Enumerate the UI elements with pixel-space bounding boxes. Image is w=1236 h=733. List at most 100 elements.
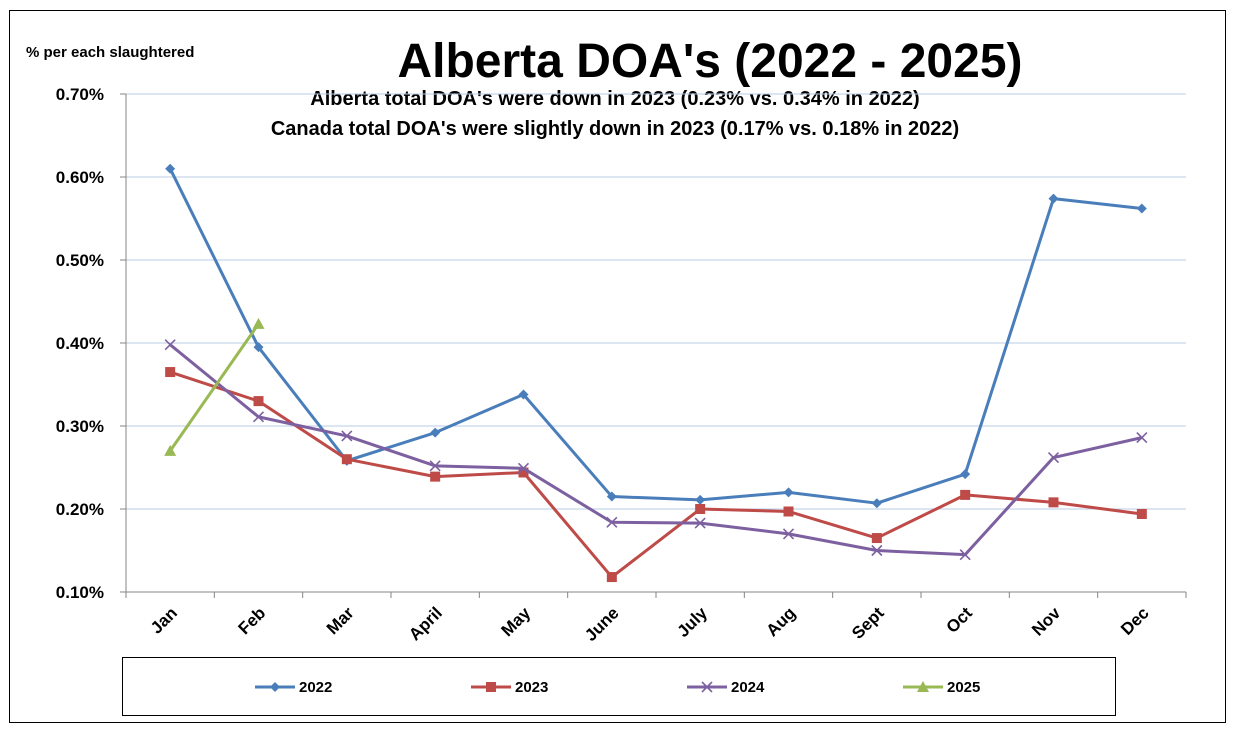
data-point-2022-nov: [1048, 193, 1059, 204]
axes: 0.10% 0.20% 0.30% 0.40% 0.50% 0.60% 0.70% Jan Fe…: [56, 85, 1187, 645]
data-point-2023-may: [518, 467, 529, 478]
data-point-2023-jan: [165, 367, 176, 378]
series-2022: [165, 163, 1147, 509]
data-point-2024-feb-stroke-b: [252, 411, 265, 423]
data-point-2022-aug: [783, 487, 794, 498]
data-point-2024-jan: [164, 339, 176, 351]
data-point-2025-feb: [252, 317, 265, 329]
data-point-2023-sept: [871, 533, 882, 544]
data-point-2024-nov-stroke-b: [1047, 451, 1060, 464]
data-point-2023-april: [430, 471, 441, 482]
data-point-2023-june: [606, 572, 617, 583]
x-tick-label-jan: Jan: [147, 603, 181, 637]
data-point-2022-feb: [253, 342, 264, 353]
data-point-2024-april-stroke-b: [429, 460, 441, 472]
legend-item-2024: 2024: [687, 675, 764, 699]
data-point-2024-oct: [959, 549, 971, 561]
x-tick-label-nov: Nov: [1028, 603, 1065, 640]
x-tick-label-april: April: [405, 603, 446, 644]
series-line-2023: [169, 370, 1143, 579]
chart-subtitle-line-2: Canada total DOA's were slightly down in…: [270, 118, 960, 140]
data-point-2024-oct-stroke-b: [959, 549, 971, 561]
data-point-2024-aug-stroke-b: [782, 528, 795, 540]
data-point-2024-may: [517, 462, 530, 474]
data-point-2023-mar: [341, 454, 352, 465]
y-axis-label: % per each slaughtered: [26, 44, 195, 61]
legend-swatch-2024: [687, 681, 727, 693]
legend-label-2024: 2024: [731, 678, 765, 696]
data-point-2025-jan: [164, 444, 177, 456]
y-tick-label-0: 0.10%: [56, 583, 104, 602]
data-point-2024-nov: [1047, 451, 1060, 464]
legend-item-2023: 2023: [471, 675, 548, 699]
data-point-2022-july: [695, 494, 706, 505]
x-tick-label-july: July: [673, 603, 711, 641]
legend-swatch-marker-2022: [270, 682, 280, 692]
data-point-2024-mar: [341, 430, 353, 442]
data-point-2024-april: [429, 460, 441, 472]
data-point-2023-dec: [1136, 508, 1147, 519]
data-point-2022-april: [430, 427, 441, 438]
data-point-2022-dec: [1136, 203, 1147, 214]
legend-label-2025: 2025: [947, 678, 981, 696]
series-lines: [164, 163, 1148, 583]
y-tick-label-6: 0.70%: [56, 85, 104, 104]
series-line-2022: [168, 168, 1143, 505]
x-tick-label-dec: Dec: [1117, 603, 1152, 638]
x-tick-label-mar: Mar: [323, 603, 358, 638]
data-point-2022-oct: [960, 469, 971, 480]
data-point-2023-aug: [783, 506, 794, 517]
data-point-2022-june: [606, 491, 617, 502]
gridlines: [126, 93, 1186, 510]
y-tick-label-2: 0.30%: [56, 417, 104, 436]
data-point-2024-dec: [1136, 432, 1148, 444]
series-line-2024: [169, 343, 1143, 557]
data-point-2022-sept: [871, 498, 882, 509]
data-point-2024-dec-stroke-b: [1136, 432, 1148, 444]
data-point-2024-jan-stroke-b: [164, 339, 176, 351]
y-tick-label-3: 0.40%: [56, 334, 104, 353]
data-point-2024-mar-stroke-b: [341, 430, 353, 442]
legend-swatch-2023: [471, 682, 511, 692]
y-tick-label-1: 0.20%: [56, 500, 104, 519]
x-tick-label-june: June: [581, 603, 622, 644]
legend-item-2022: 2022: [255, 675, 332, 699]
legend-label-2022: 2022: [299, 678, 333, 696]
legend: 2022 2023 2024 2025: [122, 657, 1116, 716]
legend-swatch-marker-2025: [917, 681, 929, 692]
legend-swatch-marker-2024: [701, 681, 713, 693]
legend-label-2023: 2023: [515, 678, 549, 696]
legend-swatch-2022: [255, 682, 295, 692]
y-tick-label-5: 0.60%: [56, 168, 104, 187]
data-point-2024-feb: [252, 411, 265, 423]
series-2025: [164, 317, 265, 456]
data-point-2024-sept: [871, 544, 883, 557]
data-point-2022-jan: [165, 163, 176, 174]
series-line-2025: [168, 323, 260, 452]
data-point-2023-july: [695, 504, 706, 514]
data-point-2022-may: [518, 389, 529, 400]
series-2024: [164, 339, 1148, 561]
data-point-2024-aug: [782, 528, 795, 540]
series-2023: [165, 367, 1147, 583]
data-point-2023-oct: [960, 489, 971, 500]
data-point-2023-feb: [253, 396, 264, 407]
x-tick-label-oct: Oct: [943, 603, 977, 637]
data-point-2024-june-stroke-b: [606, 516, 618, 528]
data-point-2024-june: [606, 516, 618, 528]
legend-swatch-marker-2024-stroke-b: [701, 681, 713, 693]
legend-item-2025: 2025: [903, 675, 980, 699]
data-point-2024-may-stroke-b: [517, 462, 530, 474]
legend-swatch-marker-2023: [486, 682, 496, 692]
x-tick-label-may: May: [498, 603, 535, 640]
data-point-2024-july-stroke-b: [694, 517, 706, 529]
data-point-2024-sept-stroke-b: [871, 544, 883, 557]
x-tick-label-aug: Aug: [763, 603, 800, 640]
chart-frame: [9, 10, 1226, 723]
chart-title: Alberta DOA's (2022 - 2025): [397, 35, 1023, 88]
data-point-2024-july: [694, 517, 706, 529]
x-tick-label-feb: Feb: [235, 603, 270, 638]
legend-swatch-2025: [903, 681, 943, 692]
y-tick-label-4: 0.50%: [56, 251, 104, 270]
